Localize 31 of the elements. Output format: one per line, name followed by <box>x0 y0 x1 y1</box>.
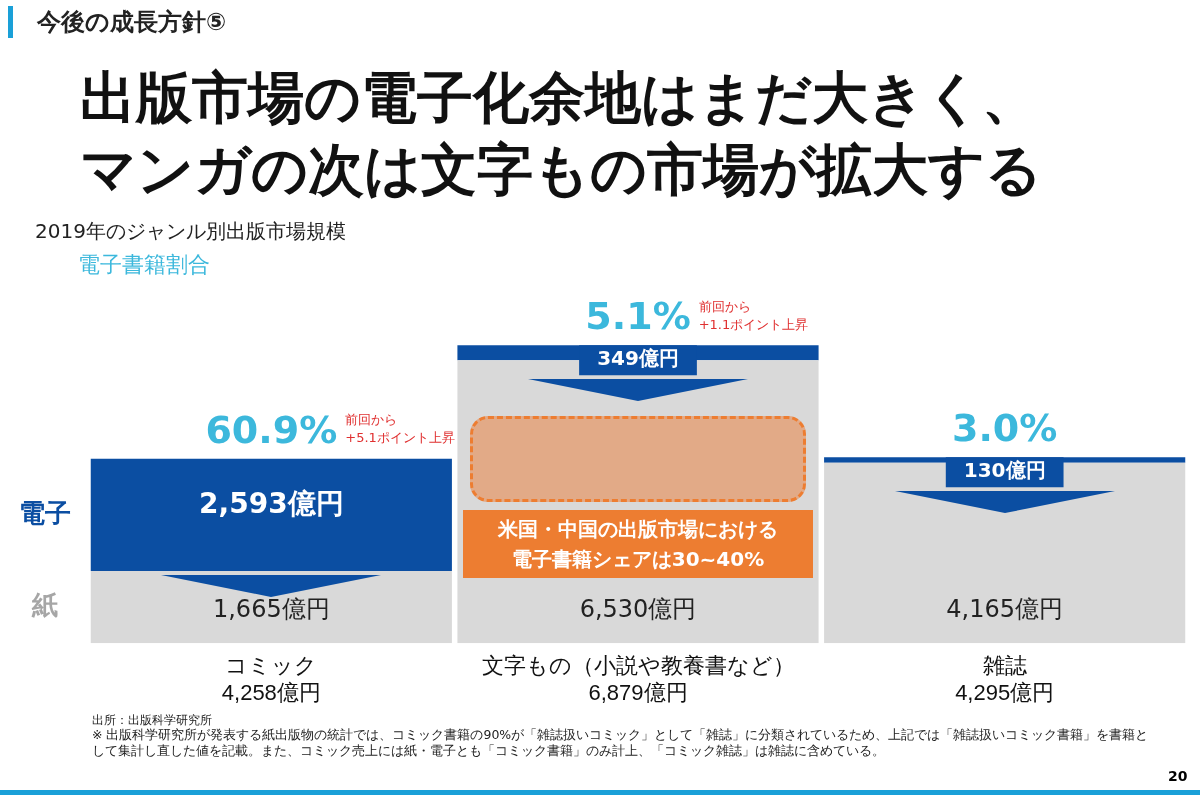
x-tick-label: コミック <box>225 653 318 679</box>
bar <box>90 458 452 572</box>
total-label: 4,295億円 <box>955 679 1055 705</box>
data-label: 130億円 <box>963 458 1046 483</box>
data-label: 4,165億円 <box>946 595 1064 624</box>
chart-subtitle: 2019年のジャンル別出版市場規模 <box>35 218 346 245</box>
series-label: 電子 <box>19 497 71 528</box>
annotation: 前回から +5.1ポイント上昇 <box>345 412 455 446</box>
bar <box>824 462 1186 644</box>
callout-box: 米国・中国の出版市場における電子書籍シェアは30~40% <box>463 510 813 579</box>
data-label: 2,593億円 <box>199 487 344 521</box>
text: 前回から +1.1ポイント上昇 <box>698 298 809 332</box>
data-label: 6,530億円 <box>579 595 697 624</box>
series-label: 紙 <box>31 589 58 620</box>
x-tick-label: 文字もの（小説や教養書など） <box>481 653 795 679</box>
annotation: 米国・中国の出版市場における電子書籍シェアは30~40% <box>497 516 779 574</box>
text: 電子書籍割合 <box>78 251 210 279</box>
chart-title: 出版市場の電子化余地はまだ大きく、マンガの次は文字もの市場が拡大する <box>80 64 1043 204</box>
total-label: 4,258億円 <box>221 679 321 705</box>
bar <box>90 571 452 644</box>
text: 出所：出版科学研究所 <box>92 712 212 728</box>
total-label: 6,879億円 <box>588 679 688 705</box>
data-label: 1,665億円 <box>212 595 330 624</box>
data-label: 349億円 <box>597 346 679 371</box>
x-tick-label: 雑誌 <box>982 653 1027 679</box>
text: 今後の成長方針⑤ <box>8 6 227 38</box>
annotation: 5.1% <box>585 294 691 339</box>
text: 20 <box>1168 768 1188 784</box>
annotation: 3.0% <box>951 406 1058 451</box>
text: ※ 出版科学研究所が発表する紙出版物の統計では、コミック書籍の90%が「雑誌扱いコミック」として「雑誌」に分類されているため、上記では「雑誌扱いコミック書籍」を書籍として集計し直した値を記載。また、コミック売上には紙・電子とも「コミック書籍」のみ計上、「コミック雑誌」は雑誌に含めている。 <box>92 727 1150 759</box>
annotation: 60.9% <box>205 407 338 452</box>
